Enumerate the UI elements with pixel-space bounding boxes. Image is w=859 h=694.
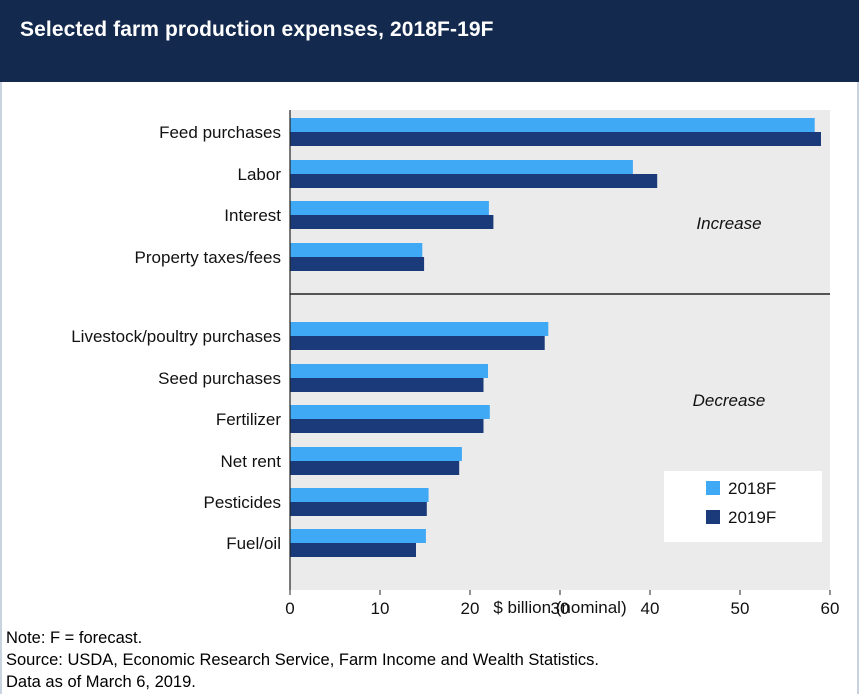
category-label-fuel-oil: Fuel/oil <box>226 534 281 553</box>
bar-chart: Feed purchases Labor Interest Property taxe… <box>71 110 839 618</box>
bar-net-rent-2019f <box>290 461 460 475</box>
bars-layer <box>290 118 821 557</box>
bar-pesticides-2018f <box>290 488 429 502</box>
annotation-decrease: Decrease <box>693 391 766 410</box>
footnotes: Note: F = forecast. Source: USDA, Econom… <box>6 627 599 693</box>
x-axis-label: $ billion (nominal) <box>493 598 626 617</box>
legend-label-2018f: 2018F <box>728 479 776 498</box>
bar-seed-purchases-2019f <box>290 378 484 392</box>
bar-interest-2019f <box>290 215 494 229</box>
category-label-livestock-poultry-purchases: Livestock/poultry purchases <box>71 327 281 346</box>
annotation-increase: Increase <box>696 214 761 233</box>
bar-feed-purchases-2018f <box>290 118 815 132</box>
category-label-net-rent: Net rent <box>221 452 282 471</box>
bar-pesticides-2019f <box>290 502 427 516</box>
x-axis-ticks: 0 10 20 30 40 50 60 <box>285 590 839 618</box>
category-label-feed-purchases: Feed purchases <box>159 123 281 142</box>
x-tick-label-60: 60 <box>821 599 840 618</box>
legend-swatch-2019f <box>706 510 720 524</box>
bar-labor-2019f <box>290 174 658 188</box>
category-label-interest: Interest <box>224 206 281 225</box>
x-tick-label-30: 30 <box>551 599 570 618</box>
note-forecast: Note: F = forecast. <box>6 629 143 647</box>
bar-livestock-poultry-purchases-2019f <box>290 336 545 350</box>
x-tick-label-10: 10 <box>371 599 390 618</box>
category-label-fertilizer: Fertilizer <box>216 410 282 429</box>
bar-fertilizer-2018f <box>290 405 490 419</box>
bar-fuel-oil-2019f <box>290 543 416 557</box>
category-label-pesticides: Pesticides <box>204 493 281 512</box>
legend-label-2019f: 2019F <box>728 508 776 527</box>
note-source: Source: USDA, Economic Research Service,… <box>6 651 600 669</box>
legend-swatch-2018f <box>706 481 720 495</box>
bar-fertilizer-2019f <box>290 419 484 433</box>
category-labels: Feed purchases Labor Interest Property taxe… <box>71 123 281 553</box>
category-label-property-taxes-fees: Property taxes/fees <box>135 248 281 267</box>
chart-title: Selected farm production expenses, 2018F… <box>20 18 494 41</box>
bar-livestock-poultry-purchases-2018f <box>290 322 549 336</box>
category-label-labor: Labor <box>238 165 282 184</box>
bar-property-taxes-fees-2019f <box>290 257 425 271</box>
category-label-seed-purchases: Seed purchases <box>158 369 281 388</box>
x-tick-label-0: 0 <box>285 599 294 618</box>
legend: 2018F 2019F <box>664 471 822 542</box>
x-tick-label-20: 20 <box>461 599 480 618</box>
bar-net-rent-2018f <box>290 447 462 461</box>
title-bar: Selected farm production expenses, 2018F… <box>0 0 859 82</box>
bar-seed-purchases-2018f <box>290 364 488 378</box>
bar-interest-2018f <box>290 201 489 215</box>
bar-labor-2018f <box>290 160 633 174</box>
legend-box <box>664 471 822 542</box>
x-tick-label-50: 50 <box>731 599 750 618</box>
x-tick-label-40: 40 <box>641 599 660 618</box>
bar-fuel-oil-2018f <box>290 529 426 543</box>
bar-property-taxes-fees-2018f <box>290 243 423 257</box>
note-data-date: Data as of March 6, 2019. <box>6 673 196 691</box>
bar-feed-purchases-2019f <box>290 132 821 146</box>
